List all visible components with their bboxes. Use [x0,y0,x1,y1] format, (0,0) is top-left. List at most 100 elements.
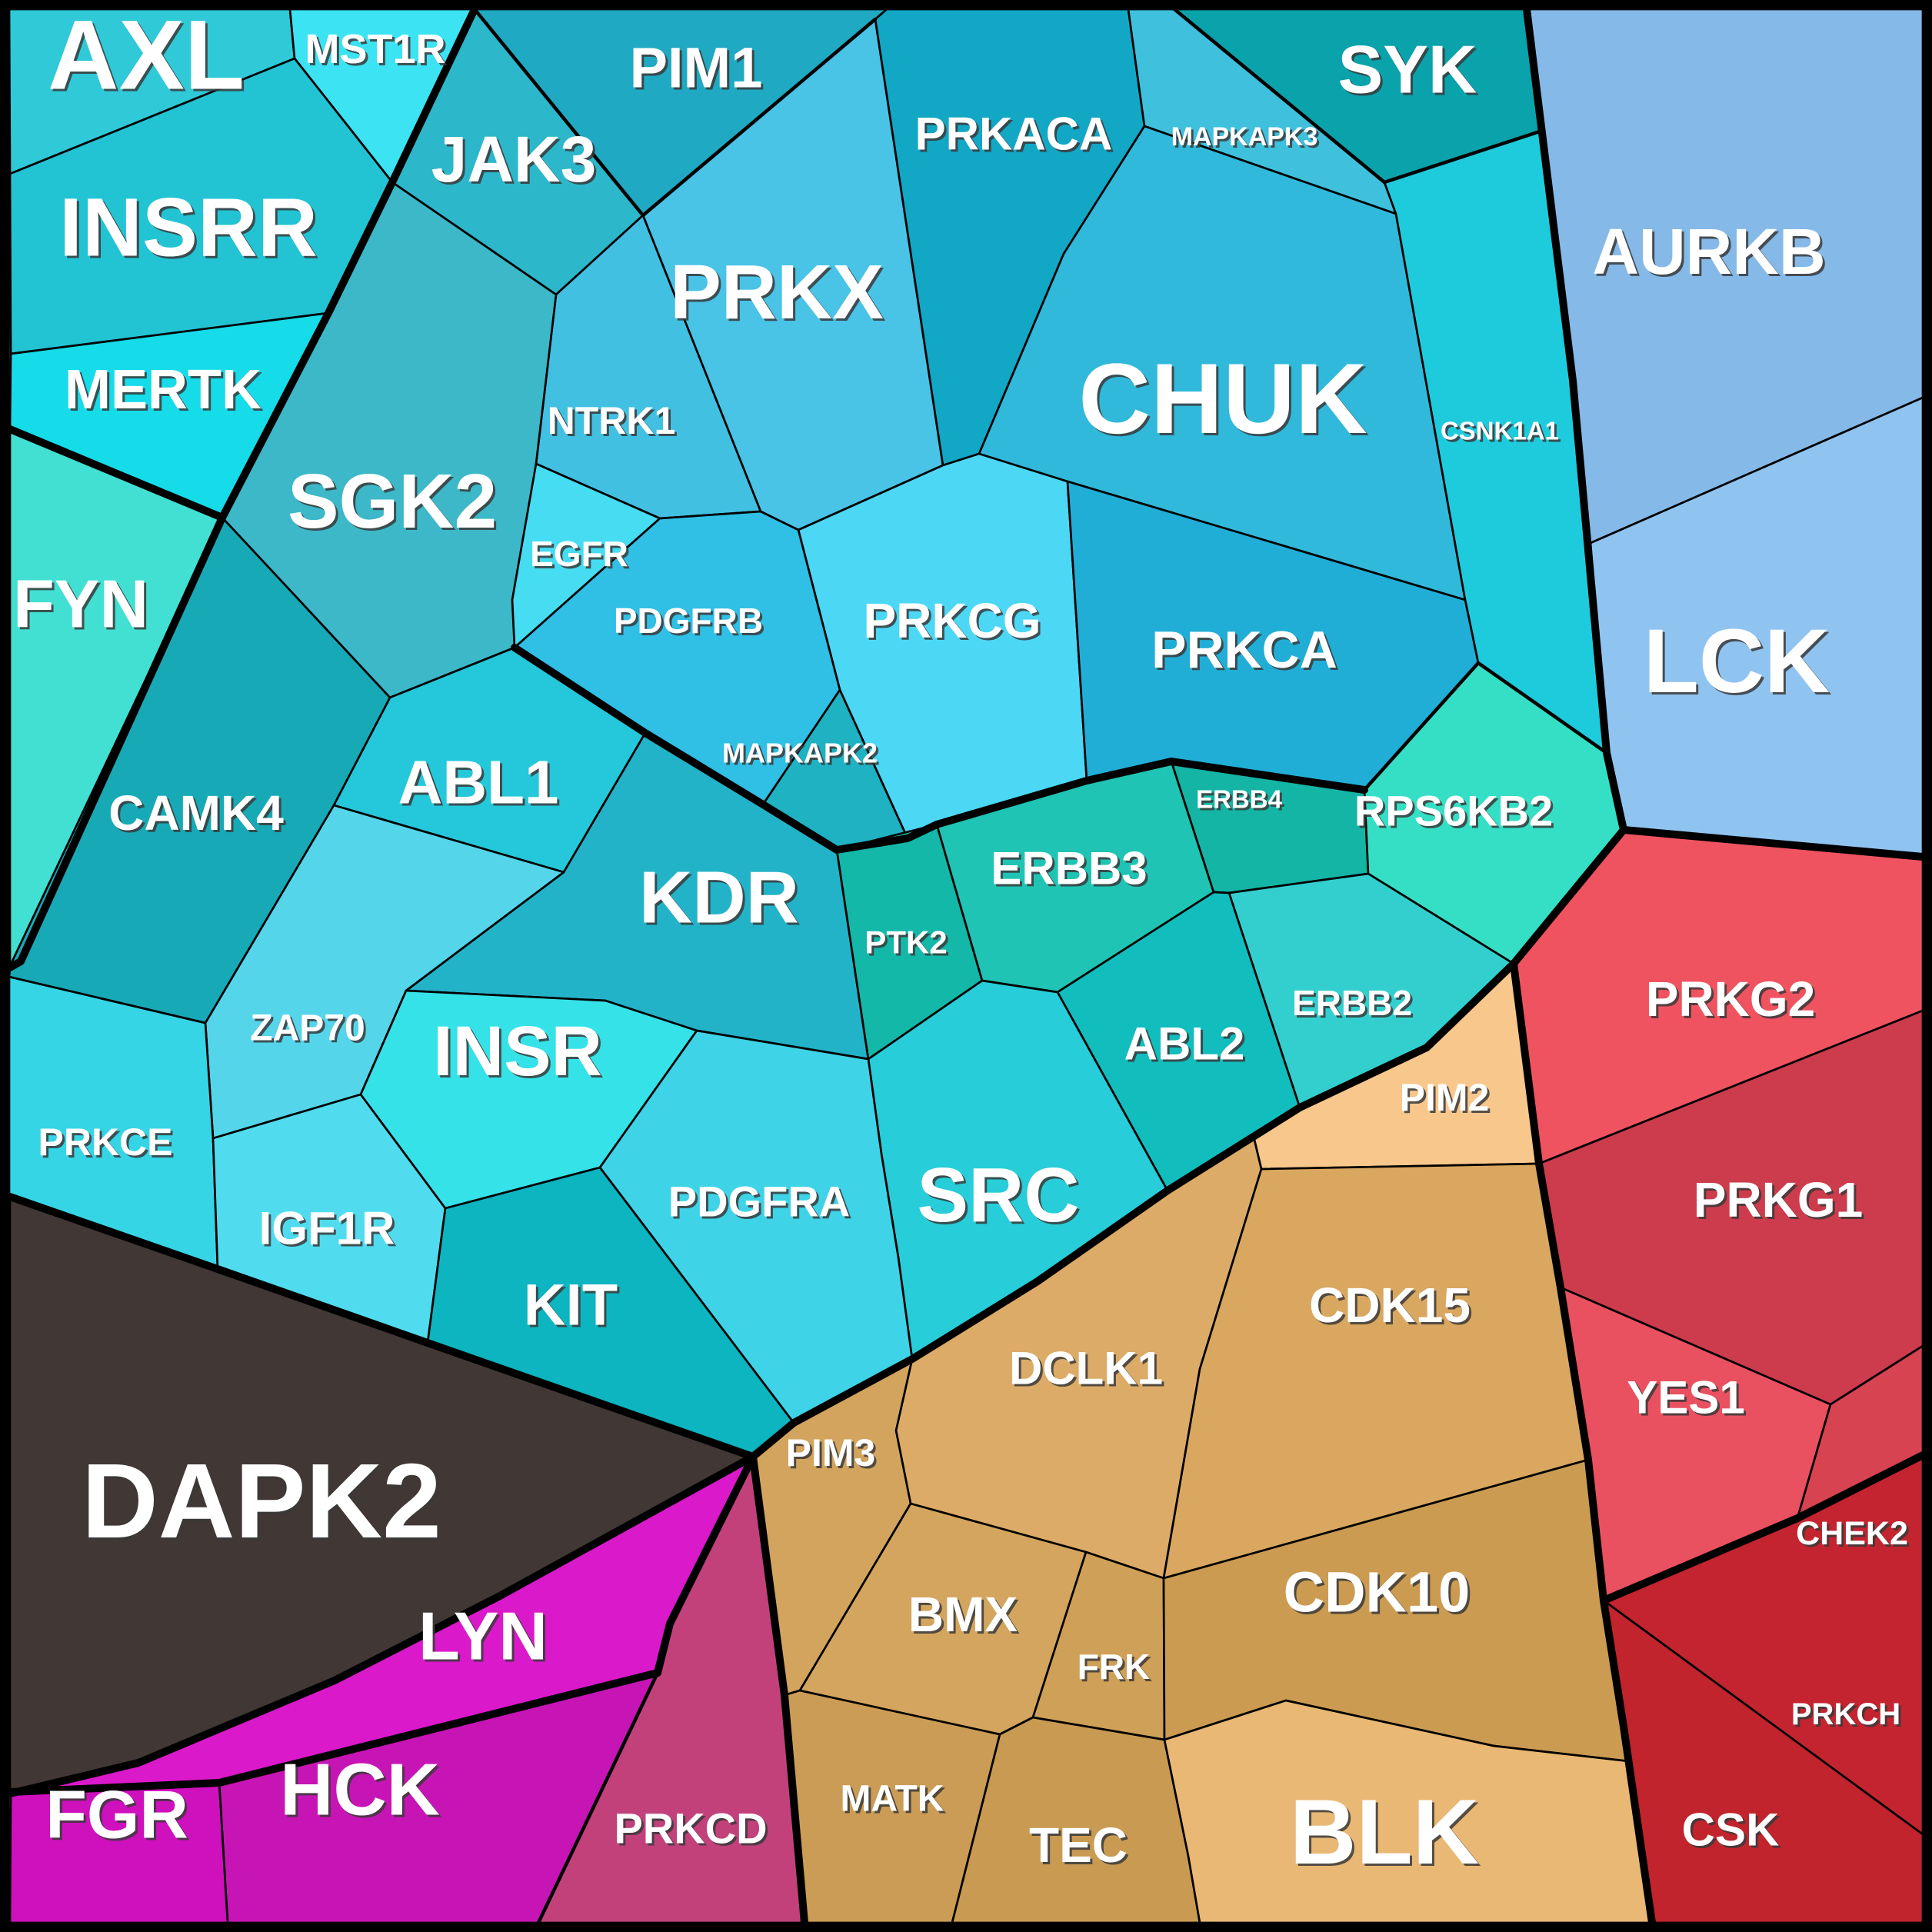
svg-text:JAK3: JAK3 [431,123,597,195]
svg-text:IGF1R: IGF1R [259,1203,395,1254]
svg-text:IGF1R: IGF1R [261,1205,398,1257]
svg-text:FRK: FRK [1078,1647,1151,1687]
svg-text:TEC: TEC [1031,1820,1130,1875]
svg-text:FGR: FGR [45,1777,188,1853]
svg-text:PRKG1: PRKG1 [1694,1172,1864,1227]
svg-text:MATK: MATK [842,1781,946,1822]
svg-text:CSNK1A1: CSNK1A1 [1443,419,1561,448]
svg-text:PRKCD: PRKCD [614,1804,767,1853]
svg-text:ERBB4: ERBB4 [1198,788,1285,816]
svg-text:NTRK1: NTRK1 [550,401,678,445]
svg-text:PRKACA: PRKACA [918,111,1115,162]
svg-text:PRKX: PRKX [672,251,886,338]
svg-text:PRKCD: PRKCD [616,1807,769,1855]
svg-text:FGR: FGR [48,1779,191,1855]
svg-text:DAPK2: DAPK2 [82,1442,441,1561]
svg-text:MAPKAPK2: MAPKAPK2 [724,740,880,771]
svg-text:EGFR: EGFR [532,536,631,576]
svg-text:ERBB3: ERBB3 [993,845,1149,897]
svg-text:MAPKAPK3: MAPKAPK3 [1174,125,1321,154]
svg-text:LYN: LYN [418,1598,548,1674]
svg-text:MAPKAPK2: MAPKAPK2 [722,738,878,769]
svg-text:PIM3: PIM3 [788,1434,878,1477]
svg-text:ERBB3: ERBB3 [991,843,1147,894]
svg-text:PRKCA: PRKCA [1154,623,1340,681]
svg-text:BLK: BLK [1290,1780,1480,1884]
svg-text:MERTK: MERTK [67,361,264,423]
svg-text:ERBB4: ERBB4 [1196,785,1283,814]
svg-text:AXL: AXL [48,1,245,111]
svg-text:JAK3: JAK3 [434,125,599,198]
svg-text:PRKG2: PRKG2 [1648,974,1818,1029]
svg-text:DCLK1: DCLK1 [1009,1343,1163,1394]
svg-text:SRC: SRC [917,1152,1079,1238]
svg-text:MAPKAPK3: MAPKAPK3 [1171,122,1318,152]
svg-text:PDGFRA: PDGFRA [671,1180,852,1228]
svg-text:CSK: CSK [1684,1807,1782,1858]
svg-text:PDGFRA: PDGFRA [668,1178,850,1226]
svg-text:KDR: KDR [641,859,801,941]
svg-text:CHUK: CHUK [1078,342,1367,455]
svg-text:BLK: BLK [1292,1783,1482,1886]
svg-text:FYN: FYN [15,568,151,645]
svg-text:LCK: LCK [1646,613,1833,715]
svg-text:PRKACA: PRKACA [915,108,1113,160]
svg-text:HCK: HCK [282,1751,442,1834]
svg-text:MST1R: MST1R [305,26,445,72]
svg-text:INSR: INSR [433,1012,602,1091]
svg-text:CDK10: CDK10 [1286,1563,1473,1627]
svg-text:PIM2: PIM2 [1400,1076,1490,1119]
svg-text:PIM1: PIM1 [630,36,763,100]
svg-text:DAPK2: DAPK2 [84,1444,444,1563]
svg-text:LYN: LYN [421,1601,550,1677]
svg-text:PRKG1: PRKG1 [1696,1174,1866,1230]
svg-text:PIM2: PIM2 [1402,1078,1492,1121]
svg-text:PRKCG: PRKCG [863,593,1041,648]
svg-text:RPS6KB2: RPS6KB2 [1357,789,1555,838]
svg-text:SGK2: SGK2 [288,458,497,545]
svg-text:KIT: KIT [524,1273,618,1338]
svg-text:LCK: LCK [1644,611,1830,712]
svg-text:PRKG2: PRKG2 [1646,971,1816,1027]
svg-text:ZAP70: ZAP70 [250,1008,365,1049]
svg-text:FYN: FYN [13,566,148,642]
svg-text:PDGFRB: PDGFRB [614,601,763,641]
svg-text:KIT: KIT [526,1275,620,1341]
svg-text:SYK: SYK [1341,34,1480,110]
svg-text:INSRR: INSRR [59,181,318,274]
svg-text:CHEK2: CHEK2 [1798,1517,1910,1554]
svg-text:PDGFRB: PDGFRB [616,603,765,643]
svg-text:HCK: HCK [280,1749,440,1831]
svg-text:CSNK1A1: CSNK1A1 [1441,417,1559,445]
svg-text:MATK: MATK [840,1779,944,1820]
svg-text:PRKCE: PRKCE [40,1123,175,1166]
svg-text:PIM3: PIM3 [786,1431,876,1474]
svg-text:PRKCE: PRKCE [38,1121,172,1164]
svg-text:INSRR: INSRR [62,183,320,276]
svg-text:CDK10: CDK10 [1284,1561,1471,1624]
svg-text:INSR: INSR [435,1014,605,1093]
svg-text:ABL2: ABL2 [1124,1018,1245,1070]
svg-text:ERBB2: ERBB2 [1294,985,1414,1025]
svg-text:SGK2: SGK2 [290,461,499,547]
svg-text:PRKCA: PRKCA [1151,621,1337,679]
svg-text:EGFR: EGFR [530,534,628,574]
svg-text:CDK15: CDK15 [1311,1280,1473,1335]
svg-text:KDR: KDR [639,857,799,939]
svg-text:CAMK4: CAMK4 [108,785,284,841]
svg-text:TEC: TEC [1029,1817,1128,1873]
svg-text:ZAP70: ZAP70 [252,1011,367,1051]
svg-text:PTK2: PTK2 [867,927,949,963]
svg-text:SRC: SRC [919,1154,1081,1241]
svg-text:SYK: SYK [1338,32,1477,108]
svg-text:ABL1: ABL1 [401,751,561,819]
svg-text:BMX: BMX [911,1589,1021,1644]
svg-text:ERBB2: ERBB2 [1292,983,1412,1023]
svg-text:BMX: BMX [908,1587,1018,1642]
svg-text:YES1: YES1 [1629,1374,1747,1426]
svg-text:FRK: FRK [1080,1649,1153,1689]
svg-text:NTRK1: NTRK1 [548,399,676,442]
svg-text:RPS6KB2: RPS6KB2 [1354,787,1553,835]
svg-text:YES1: YES1 [1627,1372,1744,1424]
svg-text:ABL1: ABL1 [398,748,559,817]
